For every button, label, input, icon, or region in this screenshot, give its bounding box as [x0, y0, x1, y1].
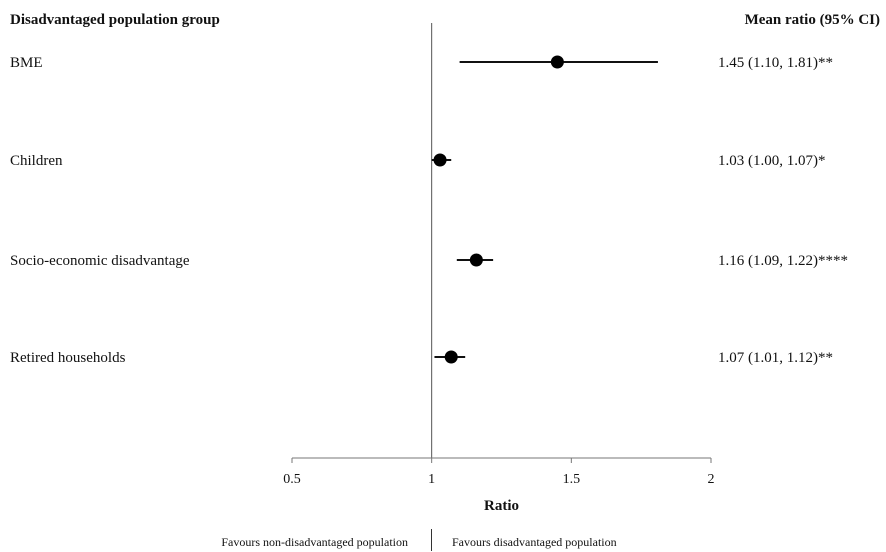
x-tick-label: 1.5 [563, 472, 581, 487]
row-label: Socio-economic disadvantage [10, 253, 190, 269]
mean-point [469, 253, 483, 267]
mean-point [433, 153, 447, 167]
row-label: BME [10, 55, 43, 71]
footer-favours-non-disadvantaged: Favours non-disadvantaged population [221, 535, 408, 549]
row-value: 1.16 (1.09, 1.22)**** [718, 253, 848, 269]
x-tick-label: 0.5 [283, 472, 301, 487]
value-header: Mean ratio (95% CI) [744, 12, 880, 28]
row-label: Retired households [10, 350, 126, 366]
footer-divider [431, 529, 432, 551]
x-tick-label: 2 [708, 472, 715, 487]
footer-favours-disadvantaged: Favours disadvantaged population [452, 535, 617, 549]
row-label: Children [10, 153, 63, 169]
row-value: 1.45 (1.10, 1.81)** [718, 55, 833, 71]
x-axis-label: Ratio [484, 498, 519, 514]
row-header: Disadvantaged population group [10, 12, 220, 28]
mean-point [444, 350, 458, 364]
mean-point [550, 55, 564, 69]
row-value: 1.03 (1.00, 1.07)* [718, 153, 826, 169]
row-value: 1.07 (1.01, 1.12)** [718, 350, 833, 366]
x-tick-label: 1 [428, 472, 435, 487]
